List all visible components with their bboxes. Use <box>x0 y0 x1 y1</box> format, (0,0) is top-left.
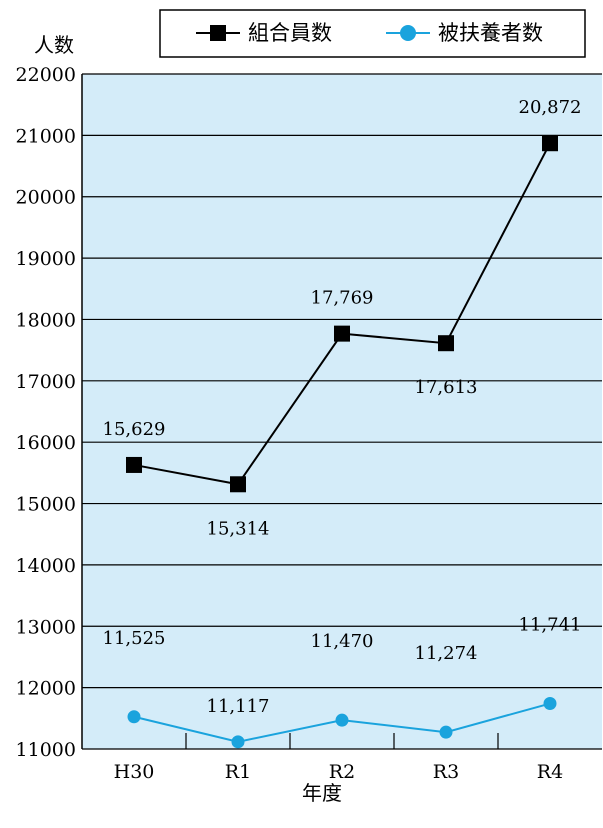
legend: 組合員数 被扶養者数 <box>159 9 586 58</box>
x-tick-R1: R1 <box>225 761 251 783</box>
data-label-0-1: 15,314 <box>207 518 270 539</box>
y-axis-title: 人数 <box>34 33 74 57</box>
point-1-0 <box>127 710 141 724</box>
y-tick-18000: 18000 <box>16 309 76 331</box>
x-tick-R2: R2 <box>329 761 355 783</box>
y-tick-21000: 21000 <box>16 125 76 147</box>
point-1-3 <box>439 725 453 739</box>
y-tick-22000: 22000 <box>16 64 76 86</box>
data-label-0-2: 17,769 <box>311 288 374 309</box>
point-0-2 <box>334 325 350 342</box>
data-label-1-4: 11,741 <box>519 615 582 636</box>
legend-members-label: 組合員数 <box>248 21 332 45</box>
data-label-0-3: 17,613 <box>415 377 478 398</box>
legend-dependents-label: 被扶養者数 <box>438 21 543 45</box>
data-label-1-1: 11,117 <box>207 696 270 717</box>
y-tick-20000: 20000 <box>16 187 76 209</box>
x-axis-title: 年度 <box>302 781 342 805</box>
y-tick-16000: 16000 <box>16 432 76 454</box>
y-tick-14000: 14000 <box>16 555 76 577</box>
data-label-1-2: 11,470 <box>311 631 374 652</box>
y-tick-labels: 11000 12000 13000 14000 15000 16000 17000 18000… <box>16 64 76 761</box>
legend-members-marker <box>210 25 226 41</box>
x-tick-labels: H30 R1 R2 R3 R4 <box>114 761 564 783</box>
point-1-2 <box>335 713 349 727</box>
series-layer <box>126 135 558 749</box>
plot-background <box>82 74 602 749</box>
point-1-4 <box>543 697 557 711</box>
y-tick-19000: 19000 <box>16 248 76 270</box>
point-0-3 <box>438 335 454 352</box>
point-1-1 <box>231 735 245 749</box>
data-label-0-0: 15,629 <box>103 419 166 440</box>
data-label-1-3: 11,274 <box>415 643 478 664</box>
point-0-4 <box>542 135 558 152</box>
data-label-1-0: 11,525 <box>103 628 166 649</box>
legend-dependents-marker <box>400 25 416 41</box>
x-tick-H30: H30 <box>114 761 155 783</box>
y-tick-17000: 17000 <box>16 371 76 393</box>
data-labels: 15,629 15,314 17,769 17,613 20,872 11,525 11,1… <box>103 97 582 717</box>
x-tick-R3: R3 <box>433 761 459 783</box>
point-0-0 <box>126 456 142 473</box>
y-tick-13000: 13000 <box>16 616 76 638</box>
x-tick-R4: R4 <box>537 761 563 783</box>
y-tick-12000: 12000 <box>16 678 76 700</box>
data-label-0-4: 20,872 <box>519 97 582 118</box>
point-0-1 <box>230 476 246 493</box>
x-dividers <box>185 733 499 749</box>
y-tick-11000: 11000 <box>16 739 76 761</box>
grid-lines <box>81 73 602 750</box>
y-tick-15000: 15000 <box>16 494 76 516</box>
